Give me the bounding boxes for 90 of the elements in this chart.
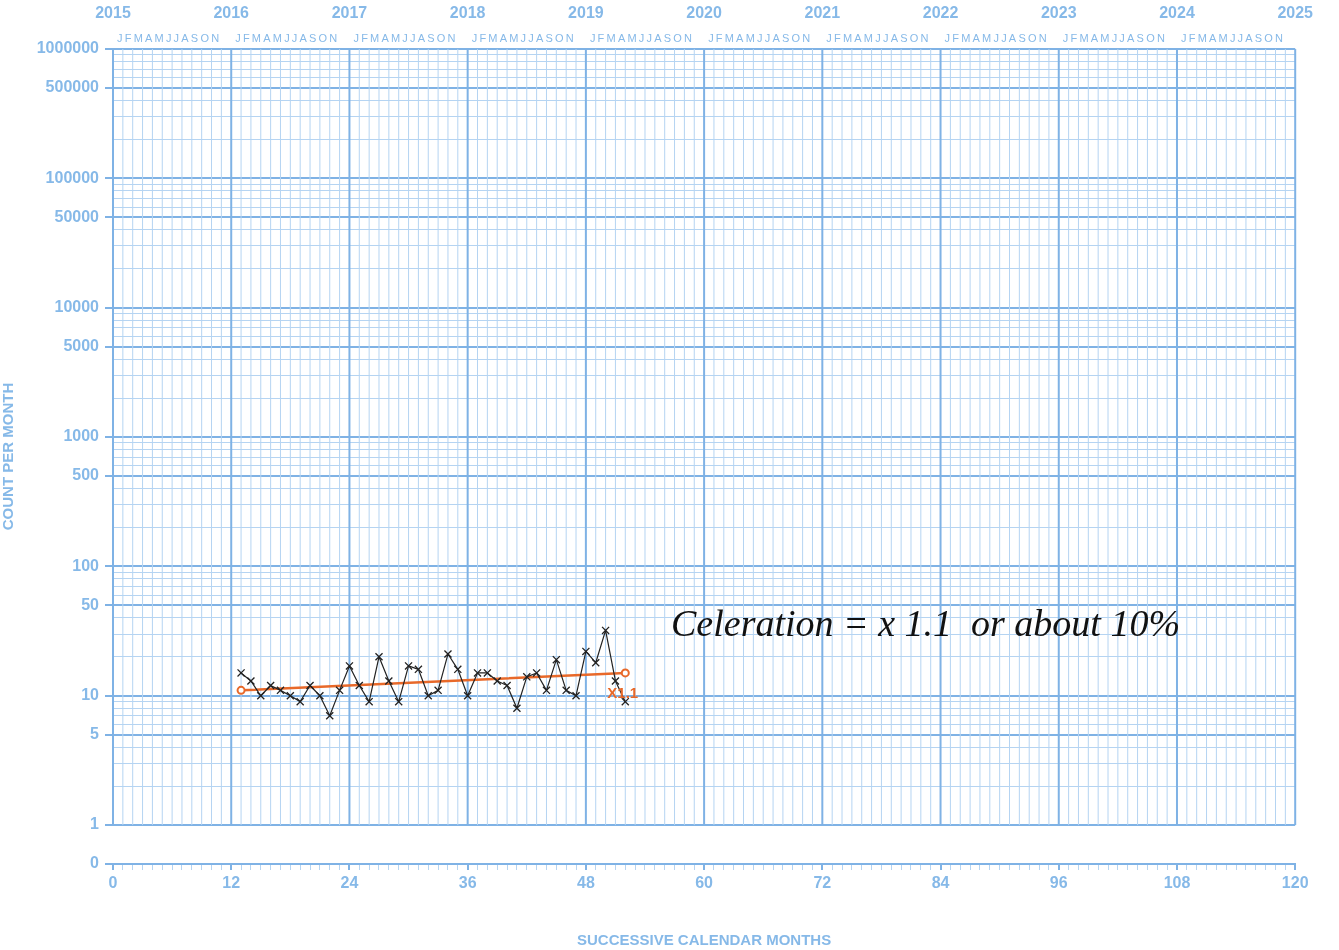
point — [364, 697, 374, 706]
x2-tick-label: 2017 — [331, 3, 368, 21]
x-tick-label: 0 — [108, 874, 118, 892]
point — [571, 691, 581, 700]
y-tick-label: 1000000 — [36, 39, 100, 57]
y-tick-label: 5 — [90, 725, 100, 743]
point — [483, 668, 492, 678]
point — [345, 661, 354, 671]
x-tick-label: 72 — [813, 874, 832, 892]
x2-tick-label: 2018 — [449, 3, 486, 21]
point — [325, 711, 334, 720]
point — [532, 668, 541, 678]
x2-tick-label: 2023 — [1040, 3, 1077, 21]
x2-tick-label: 2015 — [95, 3, 131, 21]
x-tick-label: 24 — [340, 874, 359, 892]
point — [512, 704, 522, 713]
point — [266, 681, 275, 690]
x-tick-label: 12 — [222, 874, 241, 892]
point — [581, 647, 591, 656]
x-tick-label: 36 — [458, 874, 477, 892]
text: JFMAMJJASON — [944, 32, 1049, 45]
point — [601, 626, 610, 635]
y-tick-label: 500000 — [45, 78, 100, 96]
text: JFMAMJJASON — [1181, 32, 1286, 45]
point — [611, 676, 620, 686]
y-tick-label: 10000 — [54, 298, 100, 316]
y-tick-label: 5000 — [63, 337, 100, 355]
point — [276, 686, 285, 695]
text: JFMAMJJASON — [117, 32, 222, 45]
point — [236, 685, 246, 695]
text: JFMAMJJASON — [1062, 32, 1168, 45]
x-tick-label: 108 — [1163, 874, 1191, 892]
y-tick-label: 1000 — [63, 427, 100, 445]
x2-tick-label: 2025 — [1277, 3, 1314, 21]
x-tick-label: 120 — [1281, 874, 1309, 892]
y-tick-label: 50 — [81, 595, 100, 613]
point — [502, 681, 512, 690]
point — [246, 676, 256, 686]
point — [522, 672, 531, 681]
point — [296, 697, 305, 706]
point — [335, 686, 344, 695]
point — [433, 686, 443, 695]
x-tick-label: 60 — [695, 874, 714, 892]
point — [315, 691, 325, 700]
text: JFMAMJJASON — [826, 32, 931, 45]
point — [404, 661, 413, 671]
point — [355, 681, 364, 690]
point — [236, 668, 246, 678]
point — [453, 665, 462, 674]
point — [384, 676, 394, 686]
point — [473, 668, 482, 678]
point — [542, 686, 551, 695]
point — [394, 697, 403, 706]
text: JFMAMJJASON — [353, 32, 458, 45]
x2-tick-label: 2020 — [686, 3, 722, 21]
text: JFMAMJJASON — [471, 32, 576, 45]
text: JFMAMJJASON — [235, 32, 340, 45]
annotation: Celeration = x 1.1 or about 10% — [671, 601, 1181, 644]
point — [591, 658, 600, 667]
point — [414, 665, 423, 674]
y-axis-title: COUNT PER MONTH — [0, 382, 17, 531]
x-axis-title: SUCCESSIVE CALENDAR MONTHS — [577, 931, 832, 949]
point — [374, 652, 384, 661]
y-tick-label: 1 — [90, 815, 100, 833]
x-tick-label: 84 — [931, 874, 950, 892]
point — [305, 681, 315, 690]
x2-tick-label: 2016 — [213, 3, 250, 21]
y-tick-label: 100 — [72, 556, 100, 574]
y-tick-label: 50000 — [54, 207, 100, 225]
x2-tick-label: 2022 — [922, 3, 959, 21]
y-tick-label: 0 — [90, 854, 100, 872]
y-tick-label: 100000 — [45, 168, 100, 186]
y-tick-label: 500 — [72, 466, 100, 484]
point — [424, 691, 433, 700]
x2-tick-label: 2024 — [1159, 3, 1195, 21]
text: JFMAMJJASON — [708, 32, 813, 45]
y-tick-label: 10 — [81, 686, 100, 704]
x2-tick-label: 2021 — [804, 3, 841, 21]
point — [493, 676, 502, 686]
x-tick-label: 96 — [1049, 874, 1068, 892]
point — [463, 691, 472, 700]
point — [256, 691, 265, 700]
text: JFMAMJJASON — [589, 32, 695, 45]
point — [443, 649, 453, 659]
point — [286, 691, 295, 700]
point — [620, 668, 630, 678]
point — [561, 686, 571, 695]
x2-tick-label: 2019 — [568, 3, 604, 21]
x-tick-label: 48 — [576, 874, 595, 892]
point — [552, 655, 561, 664]
